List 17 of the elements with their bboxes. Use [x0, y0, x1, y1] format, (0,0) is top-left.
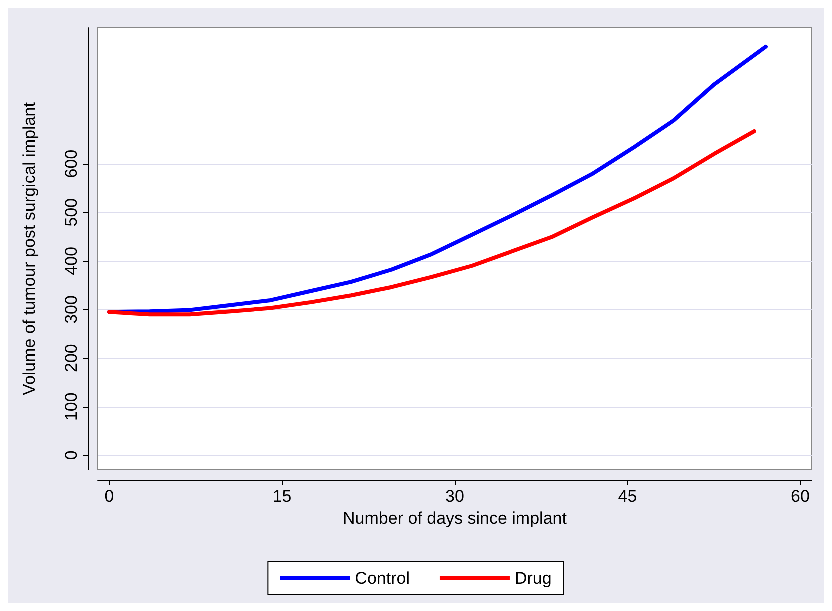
y-tick-label: 200	[62, 344, 81, 372]
x-tick-label: 0	[104, 487, 114, 506]
y-tick-label: 400	[62, 246, 81, 276]
x-tick-label: 60	[791, 487, 810, 506]
y-tick-label: 0	[62, 450, 81, 460]
legend-label: Control	[355, 569, 410, 588]
x-tick-label: 30	[446, 487, 464, 506]
legend-label: Drug	[514, 569, 552, 588]
y-tick-label: 500	[62, 198, 81, 227]
line-series	[108, 129, 756, 317]
y-tick-label: 100	[62, 392, 81, 422]
y-tick-label: 300	[62, 296, 81, 324]
x-tick-label: 15	[272, 487, 292, 506]
x-tick-label: 45	[618, 487, 638, 506]
x-axis-title: Number of days since implant	[343, 509, 568, 528]
y-tick-label: 600	[62, 150, 81, 178]
y-axis-title: Volume of tumour post surgical implant	[20, 102, 39, 396]
